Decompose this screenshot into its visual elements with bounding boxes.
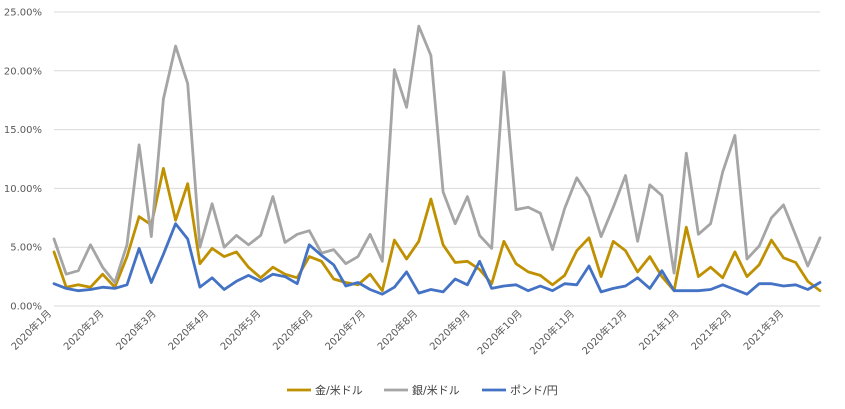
legend-label: 金/米ドル — [315, 383, 363, 397]
y-tick-label: 15.00% — [4, 125, 42, 136]
x-tick-label: 2020年4月 — [165, 307, 211, 353]
series-lines — [52, 24, 822, 296]
x-tick-label: 2021年3月 — [740, 307, 786, 353]
legend-label: 銀/米ドル — [412, 383, 460, 397]
x-tick-label: 2020年11月 — [527, 307, 577, 357]
legend: 金/米ドル 銀/米ドル ポンド/円 — [287, 383, 558, 397]
x-tick-label: 2020年8月 — [374, 307, 420, 353]
y-tick-label: 20.00% — [4, 66, 42, 77]
x-tick-label: 2021年1月 — [636, 307, 682, 353]
x-tick-label: 2020年1月 — [8, 307, 54, 353]
x-tick-label: 2020年10月 — [474, 307, 524, 357]
series-line-2 — [52, 24, 822, 284]
x-axis-tick-labels: 2020年1月 2020年2月 2020年3月 2020年4月 2020年5月 2020年… — [8, 307, 786, 357]
x-tick-label: 2020年5月 — [217, 307, 263, 353]
x-tick-label: 2021年2月 — [688, 307, 734, 353]
series-line-3 — [52, 222, 822, 296]
legend-label: ポンド/円 — [510, 384, 558, 397]
x-tick-label: 2020年12月 — [579, 307, 629, 357]
x-tick-label: 2020年7月 — [322, 307, 368, 353]
y-tick-label: 10.00% — [4, 184, 42, 195]
x-tick-label: 2020年9月 — [427, 307, 473, 353]
x-tick-label: 2020年2月 — [61, 307, 107, 353]
y-tick-label: 25.00% — [4, 8, 42, 19]
x-tick-label: 2020年6月 — [270, 307, 316, 353]
y-axis-tick-labels: 0.00% 5.00% 10.00% 15.00% 20.00% 25.00% — [4, 8, 42, 313]
y-tick-label: 0.00% — [10, 302, 42, 313]
y-tick-label: 5.00% — [10, 243, 42, 254]
x-tick-label: 2020年3月 — [113, 307, 159, 353]
series-line-1 — [52, 166, 822, 293]
